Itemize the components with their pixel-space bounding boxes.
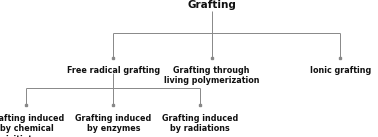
- Text: Grafting induced
by enzymes: Grafting induced by enzymes: [75, 114, 152, 133]
- Text: Free radical grafting: Free radical grafting: [67, 66, 160, 75]
- Text: Grafting induced
by chemical
initiators: Grafting induced by chemical initiators: [0, 114, 65, 137]
- Text: Grafting: Grafting: [187, 0, 236, 10]
- Text: Ionic grafting: Ionic grafting: [310, 66, 371, 75]
- Text: Grafting through
living polymerization: Grafting through living polymerization: [164, 66, 259, 85]
- Text: Grafting induced
by radiations: Grafting induced by radiations: [162, 114, 239, 133]
